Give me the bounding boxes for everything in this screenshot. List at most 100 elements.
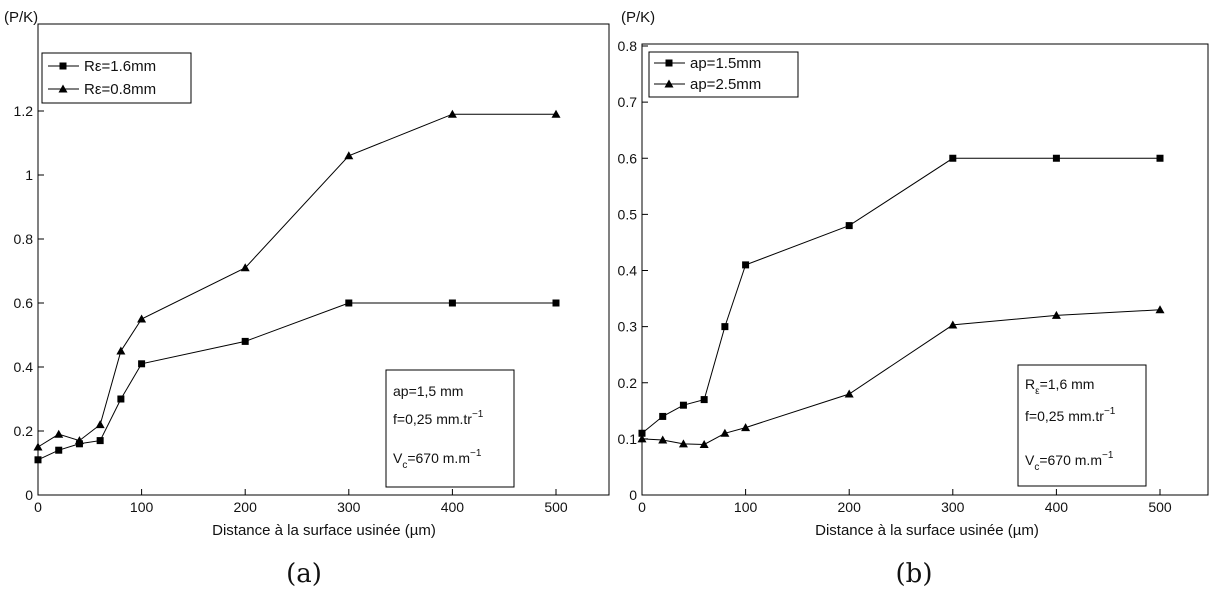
chart-a-series-2-point [551, 109, 561, 118]
chart-a-y-tick-label: 0 [25, 487, 33, 503]
chart-a-y-tick-label: 0.4 [14, 359, 34, 375]
chart-b-series-1-point [1052, 154, 1060, 162]
chart-b-series-2-point [720, 428, 730, 437]
chart-a-series-1-point [448, 299, 456, 307]
chart-b-series-1-point [845, 222, 853, 230]
chart-b-y-tick-label: 0.8 [618, 38, 638, 54]
chart-a-annotation-depth: ap=1,5 mm [393, 383, 463, 399]
chart-b-series-1-point [659, 412, 667, 420]
chart-b-annotation-box [1017, 364, 1147, 487]
chart-a-series-1-point [138, 360, 146, 368]
chart-b-series-1-point [638, 429, 646, 437]
chart-b-x-tick-label: 300 [941, 499, 965, 515]
chart-a-annotation-box [385, 369, 515, 488]
chart-b-series-2-point [637, 434, 647, 443]
chart-b-series-2-point [844, 389, 854, 398]
chart-b-annotation-feed: f=0,25 mm.tr−1 [1025, 406, 1116, 424]
chart-a-series-2-point [344, 151, 354, 160]
chart-b-legend-label-1: ap=1.5mm [690, 55, 761, 72]
chart-b-series-2-point [1155, 305, 1165, 314]
chart-a-y-tick-label: 1 [25, 167, 33, 183]
chart-a-x-axis-label: Distance à la surface usinée (µm) [212, 522, 436, 539]
chart-a-y-axis-label: (P/K) [4, 9, 38, 26]
chart-a: (P/K) Distance à la surface usinée (µm) … [4, 9, 610, 589]
chart-a-x-tick-label: 500 [544, 499, 568, 515]
chart-b-y-tick-label: 0 [629, 487, 637, 503]
chart-a-x-tick-label: 400 [441, 499, 465, 515]
chart-a-y-tick-label: 1.2 [14, 103, 34, 119]
chart-b-series-2-point [741, 423, 751, 432]
chart-b-x-tick-label: 0 [638, 499, 646, 515]
chart-a-caption: (a) [286, 559, 322, 589]
chart-b-x-tick-label: 200 [838, 499, 862, 515]
chart-a-y-tick-label: 0.2 [14, 423, 34, 439]
chart-a-legend: Rε=1.6mm Rε=0.8mm [41, 52, 192, 104]
chart-b-y-tick-label: 0.1 [618, 431, 638, 447]
chart-a-y-tick-label: 0.8 [14, 231, 34, 247]
chart-a-legend-label-2: Rε=0.8mm [84, 81, 156, 98]
chart-a-series-line-2 [37, 113, 556, 448]
chart-b-x-tick-label: 400 [1045, 499, 1069, 515]
legend-marker-square [665, 59, 673, 67]
chart-b-series-1-point [742, 261, 750, 269]
chart-b-annotation-radius: Rε=1,6 mm [1025, 376, 1094, 397]
legend-marker-square [59, 62, 67, 70]
legend-marker-triangle [58, 84, 68, 93]
chart-a-annotation-speed: Vc=670 m.m−1 [393, 448, 482, 471]
chart-b-annotation-speed: Vc=670 m.m−1 [1025, 450, 1114, 473]
chart-b-series-1-point [949, 154, 957, 162]
chart-b-y-tick-label: 0.6 [618, 150, 638, 166]
chart-b-caption: (b) [896, 559, 933, 589]
chart-a-series-2-point [54, 429, 64, 438]
chart-a-plot-frame [37, 23, 610, 496]
chart-b-annotation: Rε=1,6 mm f=0,25 mm.tr−1 Vc=670 m.m−1 [1017, 364, 1147, 487]
chart-b-series-1-point [721, 323, 729, 331]
chart-b-y-tick-label: 0.4 [618, 263, 638, 279]
chart-b-series-1-point [700, 396, 708, 404]
chart-b-y-tick-label: 0.5 [618, 206, 638, 222]
chart-b-legend-label-2: ap=2.5mm [690, 76, 761, 93]
chart-a-series-2-point [116, 346, 126, 355]
chart-a-annotation: ap=1,5 mm f=0,25 mm.tr−1 Vc=670 m.m−1 [385, 369, 515, 488]
chart-b-y-tick-label: 0.7 [618, 94, 638, 110]
chart-a-series-2-point [33, 442, 43, 451]
chart-b-legend: ap=1.5mm ap=2.5mm [648, 51, 799, 98]
chart-a-legend-label-1: Rε=1.6mm [84, 58, 156, 75]
chart-b-legend-box [648, 51, 799, 98]
chart-a-series-2-point [137, 314, 147, 323]
chart-a-legend-box [41, 52, 192, 104]
chart-b-x-axis-label: Distance à la surface usinée (µm) [815, 522, 1039, 539]
chart-a-series-1-point [55, 446, 63, 454]
chart-a-annotation-feed: f=0,25 mm.tr−1 [393, 409, 484, 427]
chart-b-x-tick-label: 500 [1148, 499, 1172, 515]
chart-b-y-axis-label: (P/K) [621, 9, 655, 26]
chart-b-series-line-1 [641, 157, 1160, 434]
chart-a-series-2-point [74, 436, 84, 445]
chart-b-series-line-2 [641, 309, 1161, 446]
chart-b: (P/K) Distance à la surface usinée (µm) … [618, 9, 1209, 589]
chart-a-y-tick-label: 0.6 [14, 295, 34, 311]
legend-marker-triangle [664, 79, 674, 88]
chart-b-series-1-point [1156, 154, 1164, 162]
chart-b-series-2-point [1051, 310, 1061, 319]
chart-a-series-1-point [117, 395, 125, 403]
chart-b-y-tick-label: 0.3 [618, 319, 638, 335]
chart-a-x-tick-label: 100 [130, 499, 154, 515]
chart-a-series-1-point [241, 337, 249, 345]
chart-b-plot-frame [641, 43, 1209, 496]
chart-a-series-1-point [345, 299, 353, 307]
chart-b-series-2-point [678, 439, 688, 448]
chart-a-x-tick-label: 0 [34, 499, 42, 515]
chart-a-series-1-point [552, 299, 560, 307]
chart-b-y-tick-label: 0.2 [618, 375, 638, 391]
chart-a-series-1-point [34, 456, 42, 464]
chart-a-series-2-point [447, 109, 457, 118]
chart-a-x-tick-label: 200 [234, 499, 258, 515]
chart-a-series-2-point [240, 263, 250, 272]
chart-a-series-1-point [96, 437, 104, 445]
chart-a-series-2-point [95, 420, 105, 429]
chart-b-series-2-point [658, 435, 668, 444]
chart-b-x-tick-label: 100 [734, 499, 758, 515]
chart-a-series-line-1 [37, 302, 556, 461]
